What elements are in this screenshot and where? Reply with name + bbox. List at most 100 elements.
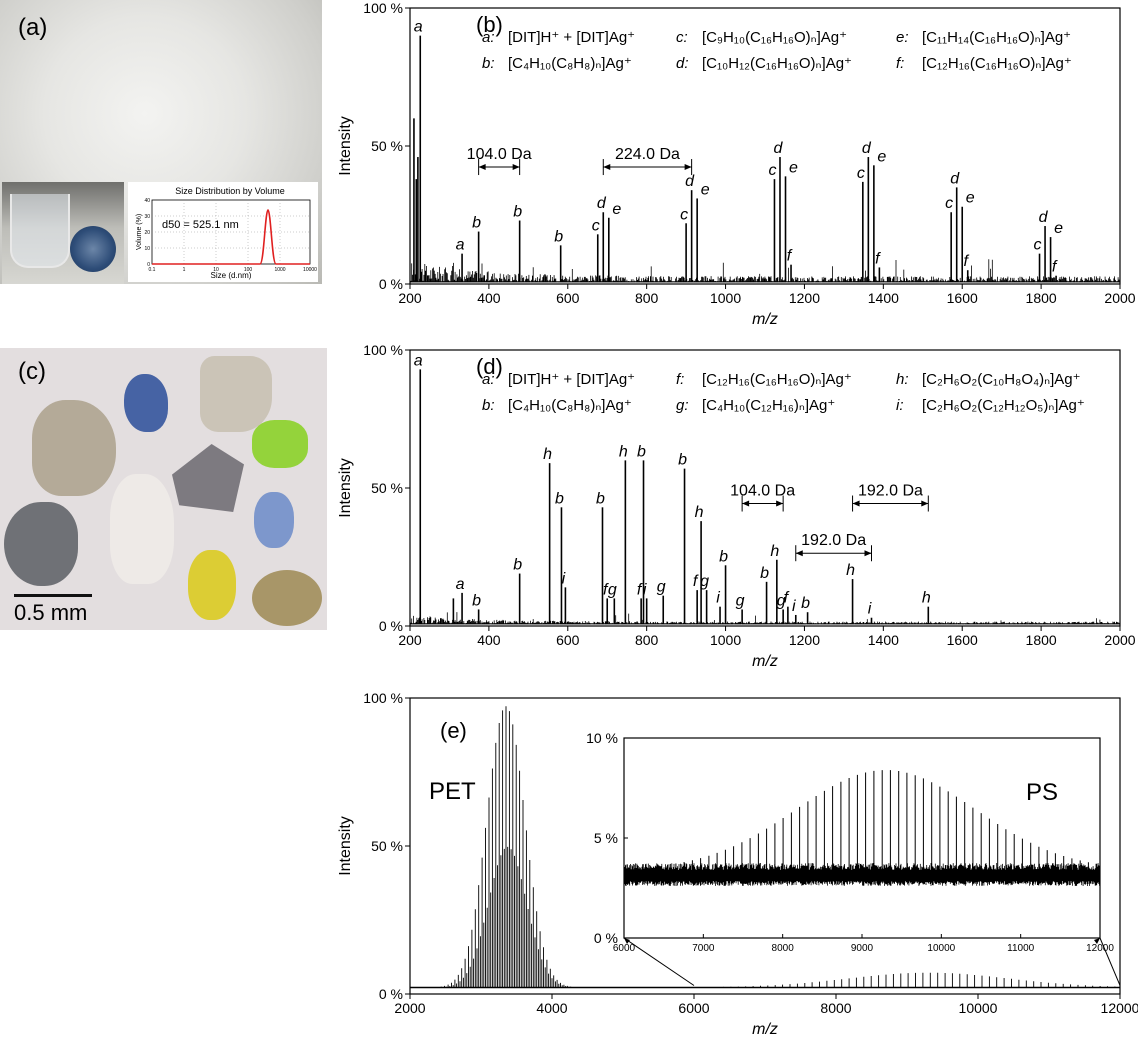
mass-difference-label: 104.0 Da [467, 146, 532, 163]
peak-label: b [637, 443, 646, 460]
x-tick-label: 2000 [1104, 290, 1135, 306]
y-tick-label: 100 % [363, 0, 403, 16]
peak-label: d [685, 173, 695, 190]
inset-ytick: 30 [144, 214, 150, 220]
peak-label: a [456, 237, 465, 254]
peak-label: c [768, 162, 776, 179]
inset-x-tick-label: 9000 [851, 943, 874, 954]
peak-label: h [846, 562, 855, 579]
peak-label: b [472, 592, 481, 609]
y-tick-label: 0 % [379, 618, 403, 634]
x-tick-label: 400 [477, 290, 501, 306]
mass-difference-label: 224.0 Da [615, 146, 680, 163]
panel-label: (b) [476, 12, 503, 37]
ps-label: PS [1026, 779, 1058, 806]
peak-label: f [637, 581, 643, 598]
pet-envelope-peaks [427, 706, 573, 988]
peak-label: h [922, 590, 931, 607]
peak-label: e [701, 181, 710, 198]
inset-y-tick-label: 10 % [586, 730, 618, 746]
legend-formula: [DIT]H⁺ + [DIT]Ag⁺ [508, 371, 635, 388]
peak-label: a [414, 19, 423, 36]
peak-label: g [700, 573, 709, 590]
x-tick-label: 800 [635, 290, 659, 306]
inset-x-tick-label: 10000 [927, 943, 955, 954]
peak-label: e [612, 201, 621, 218]
inset-xtick: 10 [213, 267, 219, 273]
x-tick-label: 1200 [789, 290, 820, 306]
legend-key: c: [676, 29, 688, 46]
zoom-arrowhead-left [624, 938, 630, 944]
x-tick-label: 1400 [868, 290, 899, 306]
peak-label: e [966, 190, 975, 207]
inset-xtick: 1000 [274, 267, 285, 273]
inset-xticks: 0.1 1 10 100 1000 10000 [149, 267, 318, 273]
inset-x-tick-label: 7000 [692, 943, 715, 954]
x-tick-label: 1600 [947, 290, 978, 306]
peak-label: h [770, 543, 779, 560]
mass-difference-label: 192.0 Da [858, 483, 923, 500]
fragment-blue [124, 374, 168, 432]
legend-formula: [C₁₁H₁₄(C₁₆H₁₆O)ₙ]Ag⁺ [922, 29, 1071, 46]
peak-label: c [945, 195, 953, 212]
x-tick-label: 8000 [820, 1000, 851, 1016]
panel-a-label: (a) [18, 14, 48, 41]
fragment-green [252, 420, 308, 468]
fragment-amber [252, 570, 322, 626]
x-tick-label: 200 [398, 632, 422, 648]
pet-label: PET [429, 778, 476, 805]
legend-key: a: [482, 371, 495, 388]
x-axis-label: m/z [752, 311, 778, 328]
scale-bar-label: 0.5 mm [14, 600, 88, 625]
peak-label: c [592, 217, 600, 234]
legend-key: f: [676, 371, 684, 388]
x-tick-label: 4000 [536, 1000, 567, 1016]
inset-xtick: 1 [183, 267, 186, 273]
legend-formula: [C₁₂H₁₆(C₁₆H₁₆O)ₙ]Ag⁺ [922, 55, 1072, 72]
x-tick-label: 2000 [394, 1000, 425, 1016]
peak-label: e [877, 148, 886, 165]
fragment-gray [172, 444, 244, 512]
fragment-yellow [188, 550, 236, 620]
peak-label: i [562, 570, 566, 587]
inset-ytick: 20 [144, 230, 150, 236]
peak-label: g [736, 592, 745, 609]
y-tick-label: 50 % [371, 480, 403, 496]
peak-label: c [680, 206, 688, 223]
legend-key: g: [676, 397, 689, 414]
legend-formula: [C₄H₁₀(C₈H₈)ₙ]Ag⁺ [508, 55, 632, 72]
legend-key: e: [896, 29, 909, 46]
x-tick-label: 800 [635, 632, 659, 648]
peak-label: b [554, 228, 563, 245]
x-tick-label: 1200 [789, 632, 820, 648]
peak-label: i [643, 581, 647, 598]
peak-label: h [543, 446, 552, 463]
inset-ytick: 0 [147, 262, 150, 268]
peak-label: d [950, 170, 960, 187]
fragment-white [110, 474, 174, 584]
mass-difference-label: 192.0 Da [801, 532, 866, 549]
lid-disc [70, 226, 116, 272]
inset-ytick: 40 [144, 198, 150, 204]
peak-label: i [792, 598, 796, 615]
peak-label: f [1052, 259, 1058, 276]
peak-label: f [787, 248, 793, 265]
x-tick-label: 6000 [678, 1000, 709, 1016]
x-tick-label: 600 [556, 290, 580, 306]
peak-label: b [719, 548, 728, 565]
mass-difference-label: 104.0 Da [730, 483, 795, 500]
legend-formula: [C₂H₆O₂(C₁₂H₁₂O₅)ₙ]Ag⁺ [922, 397, 1085, 414]
fragment-beige [32, 400, 116, 496]
peak-label: f [693, 573, 699, 590]
x-tick-label: 200 [398, 290, 422, 306]
legend-key: b: [482, 55, 495, 72]
legend-formula: [C₁₂H₁₆(C₁₆H₁₆O)ₙ]Ag⁺ [702, 371, 852, 388]
x-tick-label: 1800 [1026, 290, 1057, 306]
peak-label: b [801, 595, 810, 612]
peak-label: g [777, 592, 786, 609]
zoom-connector-right [1099, 937, 1121, 986]
x-tick-label: 10000 [959, 1000, 998, 1016]
inset-xtick: 100 [244, 267, 253, 273]
inset-x-tick-label: 6000 [613, 943, 636, 954]
fragment-clear [200, 356, 272, 432]
